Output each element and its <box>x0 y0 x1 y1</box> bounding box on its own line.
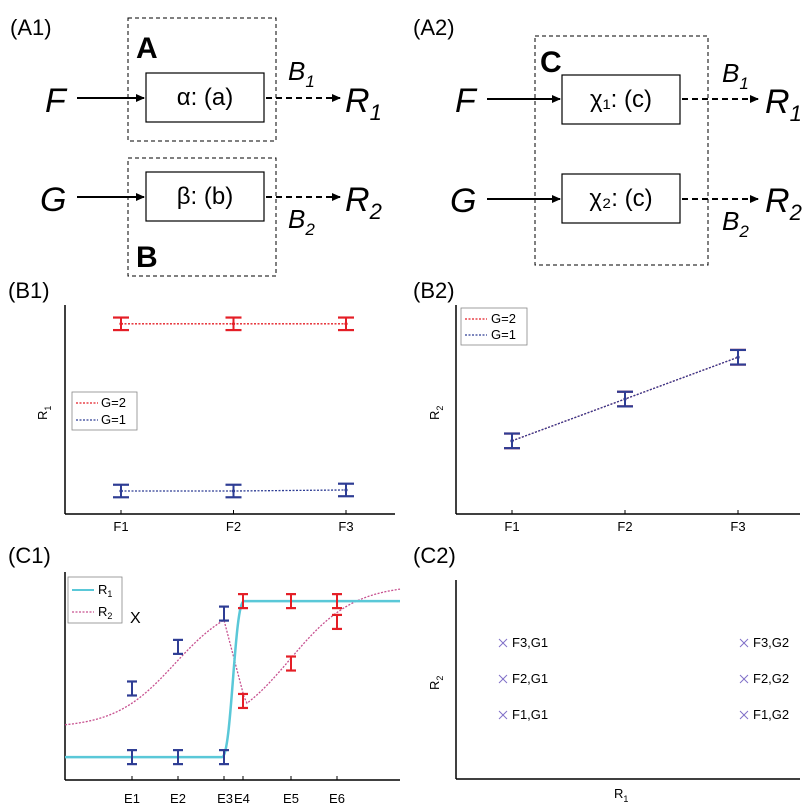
c2-y-label: R2 <box>427 676 445 690</box>
panel-label-c2: (C2) <box>413 543 456 568</box>
c1-errbar-r1-e5 <box>286 593 296 610</box>
c1-errbar-r1-e2 <box>173 749 183 766</box>
c1-errbar-r2-e6 <box>332 613 342 631</box>
r1-label-a1: R1 <box>345 82 382 125</box>
b2-tick-label-f3: F3 <box>730 519 745 534</box>
c2-x-label: R1 <box>614 786 628 804</box>
c1-tick-label-e5: E5 <box>283 791 299 806</box>
c1-tick-label-e1: E1 <box>124 791 140 806</box>
input-g-a2: G <box>450 182 476 220</box>
b2-legend: G=2 G=1 <box>460 307 528 346</box>
c1-tick-label-e2: E2 <box>170 791 186 806</box>
c1-legend: R1 R2 <box>67 576 123 624</box>
b1-errbar-g2-f2 <box>225 316 242 332</box>
c2-point-f3-g1: F3,G1 <box>498 635 548 650</box>
c2-point-label-f3-g2: F3,G2 <box>753 635 789 650</box>
chi2-box-label: χ₂: (c) <box>589 185 652 212</box>
c1-errbar-r2-e3 <box>219 605 229 622</box>
input-g-a1: G <box>40 181 66 219</box>
input-f-a2: F <box>455 82 478 120</box>
b1-errbar-g1-f3 <box>338 482 354 498</box>
c1-tick-label-e3: E3 <box>217 791 233 806</box>
group-label-a: A <box>136 32 158 65</box>
c2-point-label-f2-g2: F2,G2 <box>753 671 789 686</box>
r2-label-a1: R2 <box>345 181 382 224</box>
c1-errbar-r2-e1 <box>127 680 137 697</box>
panel-label-c1: (C1) <box>8 543 51 568</box>
b1-errbar-g1-f2 <box>225 483 242 499</box>
b1-legend-g1: G=1 <box>101 412 126 427</box>
b2-errbar-g1-f1 <box>504 432 520 450</box>
c2-point-f1-g2: F1,G2 <box>739 707 789 722</box>
c2-point-f2-g1: F2,G1 <box>498 671 548 686</box>
b2-y-label: R2 <box>427 406 445 420</box>
c1-tick-label-e4: E4 <box>234 791 250 806</box>
c1-errbar-r2-e5 <box>286 655 296 672</box>
c1-errbar-r1-e3 <box>219 749 229 766</box>
panel-label-a1: (A1) <box>10 15 52 40</box>
chart-b1: R1 F1 F2 F3 G=2 G=1 <box>35 305 395 534</box>
b1-legend-g2: G=2 <box>101 395 126 410</box>
b2-label-a1: B2 <box>288 204 315 239</box>
group-box-b <box>127 157 277 277</box>
c2-point-label-f2-g1: F2,G1 <box>512 671 548 686</box>
chart-b2: R2 F1 F2 F3 G=2 G=1 <box>427 305 800 534</box>
c2-point-f3-g2: F3,G2 <box>739 635 789 650</box>
c1-curve-r2 <box>64 588 401 726</box>
beta-box <box>145 171 265 222</box>
group-box-a <box>127 17 277 142</box>
b1-label-a1: B1 <box>288 56 315 91</box>
b1-y-label: R1 <box>35 406 53 420</box>
panel-label-b2: (B2) <box>413 278 455 303</box>
b1-legend: G=2 G=1 <box>71 391 138 431</box>
c1-curve-r1 <box>65 599 400 759</box>
c2-point-label-f3-g1: F3,G1 <box>512 635 548 650</box>
c1-legend-r2: R2 <box>98 604 112 621</box>
c1-annotation-x: X <box>130 610 141 627</box>
b2-errbar-g1-f3 <box>730 348 746 366</box>
alpha-box <box>145 72 265 123</box>
panel-label-a2: (A2) <box>413 15 455 40</box>
c1-tick-label-e6: E6 <box>329 791 345 806</box>
b1-tick-label-f2: F2 <box>226 519 241 534</box>
b1-tick-label-f3: F3 <box>338 519 353 534</box>
b2-label-a2: B2 <box>722 206 749 241</box>
chart-c1: E1 E2 E3 E4 E5 E6 R1 R2 X <box>64 572 401 806</box>
b2-tick-label-f2: F2 <box>617 519 632 534</box>
c2-point-f2-g2: F2,G2 <box>739 671 789 686</box>
c2-point-label-f1-g2: F1,G2 <box>753 707 789 722</box>
c1-errbar-r1-e6 <box>332 593 342 610</box>
beta-box-label: β: (b) <box>177 183 233 210</box>
chi1-box <box>561 74 681 125</box>
b2-legend-g1: G=1 <box>491 327 516 342</box>
c1-legend-r1: R1 <box>98 582 112 599</box>
b1-label-a2: B1 <box>722 58 749 93</box>
c1-errbar-r2-e4 <box>238 692 248 710</box>
b1-errbar-g2-f1 <box>113 316 129 332</box>
b2-legend-g2: G=2 <box>491 311 516 326</box>
c1-errbar-r2-e2 <box>173 638 183 655</box>
r2-label-a2: R2 <box>765 182 802 225</box>
c1-errbar-r1-e4 <box>238 593 248 610</box>
chi1-box-label: χ₁: (c) <box>590 86 652 113</box>
group-box-c <box>534 35 709 266</box>
group-label-c: C <box>540 46 562 79</box>
c1-tick-labels: E1 E2 E3 E4 E5 E6 <box>124 791 345 806</box>
b2-tick-label-f1: F1 <box>504 519 519 534</box>
b2-errbar-g1-f2 <box>617 390 633 408</box>
b1-tick-label-f1: F1 <box>113 519 128 534</box>
c1-errbar-r1-e1 <box>127 749 137 766</box>
chart-c2: R2 R1 F3,G1 F2,G1 F1,G1 F3,G2 F2,G2 F1,G2 <box>427 580 800 804</box>
c2-point-f1-g1: F1,G1 <box>498 707 548 722</box>
r1-label-a2: R1 <box>765 83 802 126</box>
chi2-box <box>561 173 681 224</box>
b1-errbar-g2-f3 <box>338 316 354 332</box>
alpha-box-label: α: (a) <box>177 84 234 111</box>
panel-label-b1: (B1) <box>8 278 50 303</box>
c2-point-label-f1-g1: F1,G1 <box>512 707 548 722</box>
group-label-b: B <box>136 241 158 274</box>
b1-errbar-g1-f1 <box>113 483 129 499</box>
input-f-a1: F <box>45 82 68 120</box>
